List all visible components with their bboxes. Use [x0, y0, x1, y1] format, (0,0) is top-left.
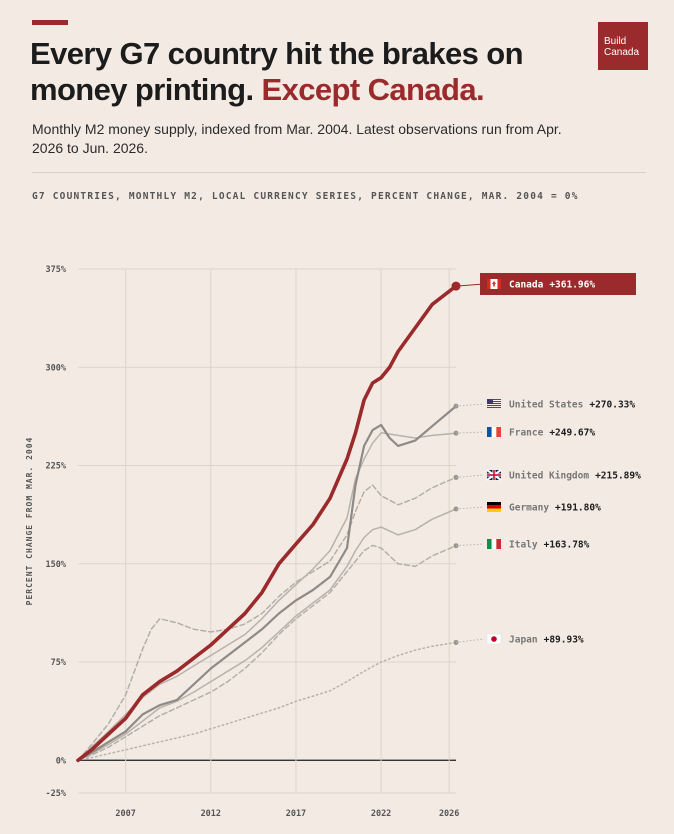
series-value-label: +361.96% [549, 280, 595, 291]
leader-line [455, 506, 485, 510]
y-tick-label: 225% [46, 462, 67, 472]
x-tick-label: 2007 [115, 809, 135, 819]
subtitle: Monthly M2 money supply, indexed from Ma… [32, 121, 562, 156]
leader-line [455, 474, 485, 478]
series-line-it [77, 544, 457, 762]
series-value-label: +191.80% [555, 503, 601, 514]
logo-line-2: Canada [604, 47, 640, 58]
series-line-ca [76, 284, 458, 763]
brand-logo: Build Canada [598, 22, 648, 70]
y-tick-label: 150% [46, 560, 67, 570]
leader-line [455, 431, 485, 434]
series-name-label: Japan [509, 635, 538, 646]
series-value-label: +249.67% [549, 428, 595, 439]
highlight-label-box [480, 273, 636, 295]
y-tick-label: 375% [46, 265, 67, 275]
series-name-label: United Kingdom [509, 471, 589, 482]
series-value-label: +89.93% [544, 635, 584, 646]
flag-ca-icon [487, 279, 501, 289]
y-tick-label: 0% [56, 756, 67, 766]
logo-line-1: Build [604, 36, 627, 47]
divider [32, 172, 646, 173]
leader-line [455, 543, 485, 547]
flag-jp-icon [486, 633, 502, 645]
accent-bar [32, 20, 68, 25]
series-line-jp [77, 641, 457, 762]
leader-line [455, 638, 485, 643]
chart-caption: G7 COUNTRIES, MONTHLY M2, LOCAL CURRENCY… [32, 191, 579, 202]
series-value-label: +270.33% [589, 400, 635, 411]
series-value-label: +215.89% [595, 471, 641, 482]
flag-de-icon [487, 502, 501, 512]
series-line-de [77, 508, 457, 762]
page-title: Every G7 country hit the brakes on money… [30, 36, 590, 108]
x-tick-label: 2012 [201, 809, 221, 819]
leader-line [455, 403, 485, 407]
flag-gb-icon [486, 469, 502, 481]
series-name-label: Canada [509, 280, 544, 291]
y-tick-label: 75% [51, 658, 67, 668]
y-tick-label: 300% [46, 363, 67, 373]
series-line-gb [77, 476, 457, 762]
series-name-label: United States [509, 400, 583, 411]
flag-it-icon [487, 539, 501, 549]
series-value-label: +163.78% [544, 540, 590, 551]
leader-line [455, 283, 485, 287]
series-name-label: Germany [509, 503, 549, 514]
x-tick-label: 2026 [439, 809, 459, 819]
series-line-us [76, 405, 458, 762]
x-tick-label: 2022 [371, 809, 391, 819]
flag-fr-icon [487, 427, 501, 437]
series-name-label: Italy [509, 540, 538, 551]
flag-us-icon [487, 399, 501, 408]
series-name-label: France [509, 428, 544, 439]
x-tick-label: 2017 [286, 809, 306, 819]
y-axis-label: PERCENT CHANGE FROM MAR. 2004 [25, 437, 34, 606]
y-tick-label: -25% [46, 789, 67, 799]
title-main: Every G7 country hit the brakes on money… [30, 36, 524, 107]
title-highlight: Except Canada. [261, 72, 485, 107]
